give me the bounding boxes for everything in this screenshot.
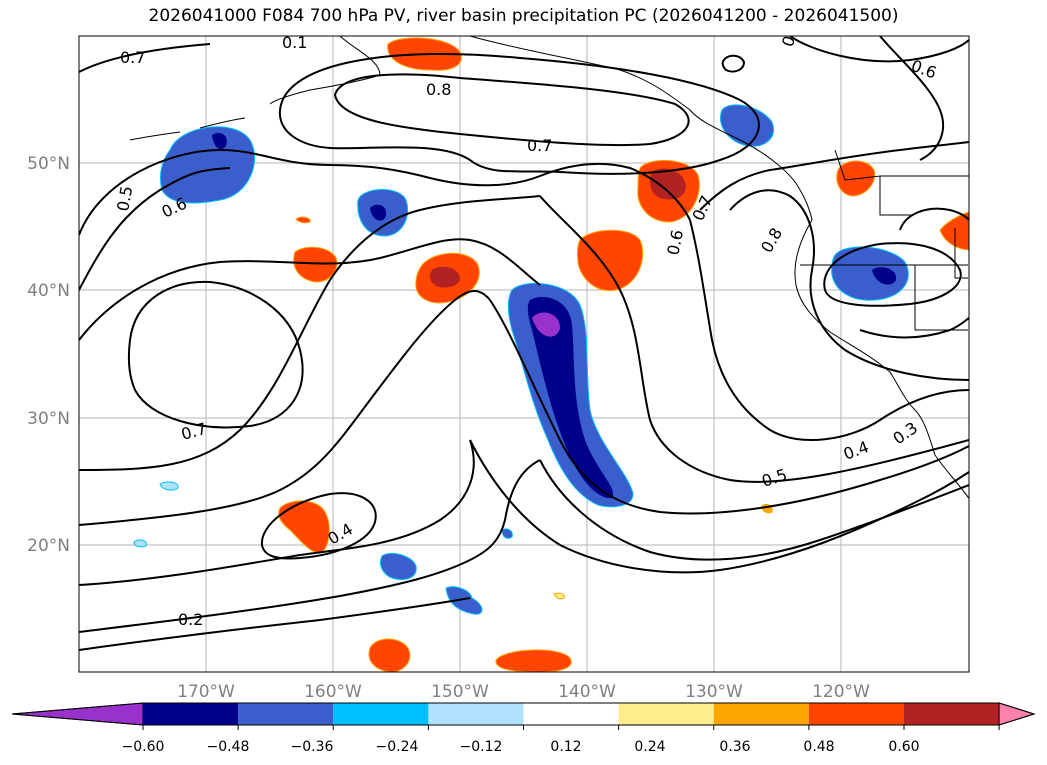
contour-label: 0.6 — [663, 228, 687, 257]
contour-label: 0.7 — [527, 136, 552, 155]
contour-0-5-california-closed — [823, 242, 962, 307]
contour-0-8-trough-east — [729, 189, 969, 381]
longitude-labels: 170°W 160°W 150°W 140°W 130°W 120°W — [177, 682, 870, 702]
pc-blob-neg-small-2 — [159, 481, 179, 491]
pc-blob-neg-small-1 — [501, 528, 513, 539]
lon-label: 140°W — [558, 682, 616, 702]
contour-0-5-far-east — [859, 317, 969, 339]
figure-title: 2026041000 F084 700 hPa PV, river basin … — [148, 6, 899, 26]
contour-0-6-north-east-small — [721, 54, 746, 73]
contour-label: 0.7 — [120, 48, 145, 67]
pc-blob-pos-gulf-east-core — [650, 168, 686, 200]
lon-label: 150°W — [431, 682, 489, 702]
pc-blob-neg-gulf-alaska-west-core — [212, 133, 227, 150]
contour-subtropical-east-3 — [469, 439, 969, 574]
colorbar-swatch — [238, 703, 334, 725]
colorbar-extend-low — [11, 702, 144, 726]
contour-0-7-ridge-east — [699, 141, 969, 211]
contour-label: 0.2 — [178, 610, 203, 629]
colorbar-swatch — [333, 703, 429, 725]
lon-label: 130°W — [685, 682, 743, 702]
pc-blob-pos-tiny-1 — [295, 216, 311, 224]
contour-0-6-west — [79, 148, 691, 236]
contour-0-5-central — [79, 195, 541, 471]
colorbar-tick-label: 0.24 — [634, 739, 665, 755]
contour-label: 0.8 — [426, 80, 451, 99]
pc-blob-neg-small-3 — [133, 539, 147, 548]
colorbar-tick-label: 0.60 — [888, 739, 919, 755]
lon-label: 120°W — [812, 682, 870, 702]
pc-blob-pos-tiny-2 — [553, 592, 565, 600]
pc-blob-pos-central-core — [429, 266, 460, 288]
colorbar-tick-label: −0.60 — [122, 739, 165, 755]
colorbar-tick-label: −0.24 — [376, 739, 419, 755]
pc-blob-neg-north-central-core — [370, 204, 387, 221]
colorbar-swatch — [428, 703, 524, 725]
negative-pc-regions — [133, 104, 909, 615]
north-america-coast — [794, 219, 969, 500]
lat-label: 30°N — [27, 409, 70, 429]
colorbar — [11, 702, 1036, 730]
contour-0-8-north — [333, 73, 690, 147]
latitude-labels: 50°N 40°N 30°N 20°N — [27, 154, 70, 556]
contour-0-7-north — [278, 52, 760, 175]
contour-0-3-south — [79, 439, 475, 586]
contour-subtropical-east-2 — [489, 299, 969, 515]
colorbar-extend-high — [998, 702, 1036, 726]
lon-label: 170°W — [177, 682, 235, 702]
pc-blob-neg-south-central — [445, 586, 483, 615]
contour-0-2-south — [79, 459, 541, 633]
lat-label: 50°N — [27, 154, 70, 174]
colorbar-tick-label: −0.36 — [291, 739, 334, 755]
colorbar-tick-label: 0.48 — [803, 739, 834, 755]
contour-label: 0.1 — [282, 33, 307, 52]
gridlines — [79, 36, 969, 672]
contour-0-5-west — [79, 167, 231, 291]
lat-label: 40°N — [27, 281, 70, 301]
colorbar-tick-label: −0.48 — [207, 739, 250, 755]
pc-blob-neg-california-core — [872, 267, 897, 285]
contour-subtropical-east-1 — [539, 195, 969, 483]
pc-blob-neg-hawaii — [379, 552, 417, 580]
pc-blob-neg-gulf-alaska-west — [159, 126, 255, 204]
contour-0-7-northwest — [79, 43, 211, 73]
contour-0-6-northeast — [789, 36, 969, 63]
colorbar-tick-label: −0.12 — [460, 739, 503, 755]
pc-blob-neg-california — [831, 246, 909, 301]
contour-0-7-trough-east — [689, 219, 969, 441]
colorbar-tick-label: 0.36 — [719, 739, 750, 755]
contour-0-4-closed-sw — [260, 492, 377, 560]
contour-0-6-central-north — [79, 238, 541, 341]
lon-label: 160°W — [304, 682, 362, 702]
lat-label: 20°N — [27, 536, 70, 556]
state-borders — [800, 149, 969, 331]
contour-0-8-northeast — [879, 36, 945, 161]
contour-0-4-central — [79, 290, 491, 526]
contour-0-6-se-loop — [899, 207, 969, 231]
contour-0-2-far-south — [79, 597, 471, 651]
pc-blob-pos-central-east — [576, 229, 644, 292]
pv-contours — [79, 36, 969, 651]
colorbar-swatch — [523, 703, 619, 725]
aleutian-islands — [129, 117, 246, 141]
pc-blob-neg-subtropical-band-peak — [532, 312, 560, 337]
contour-subtropical-east-4 — [539, 459, 969, 561]
colorbar-tick-labels: −0.60 −0.48 −0.36 −0.24 −0.12 0.12 0.24 … — [122, 739, 920, 755]
colorbar-swatch — [618, 703, 714, 725]
pc-blob-pos-south-1 — [368, 638, 411, 672]
colorbar-swatch — [904, 703, 1000, 725]
contour-label: 0.5 — [113, 184, 136, 212]
colorbar-tick-label: 0.12 — [550, 739, 581, 755]
pc-blob-neg-subtropical-band-core — [527, 297, 614, 499]
colorbar-swatch — [713, 703, 809, 725]
pc-blob-pos-south-2 — [495, 649, 572, 672]
colorbar-swatch — [808, 703, 904, 725]
map-frame — [78, 35, 970, 673]
alaska-coast — [269, 36, 813, 221]
colorbar-swatch — [143, 703, 239, 725]
contour-0-7-closed-west — [127, 280, 304, 429]
coastlines — [129, 36, 969, 500]
